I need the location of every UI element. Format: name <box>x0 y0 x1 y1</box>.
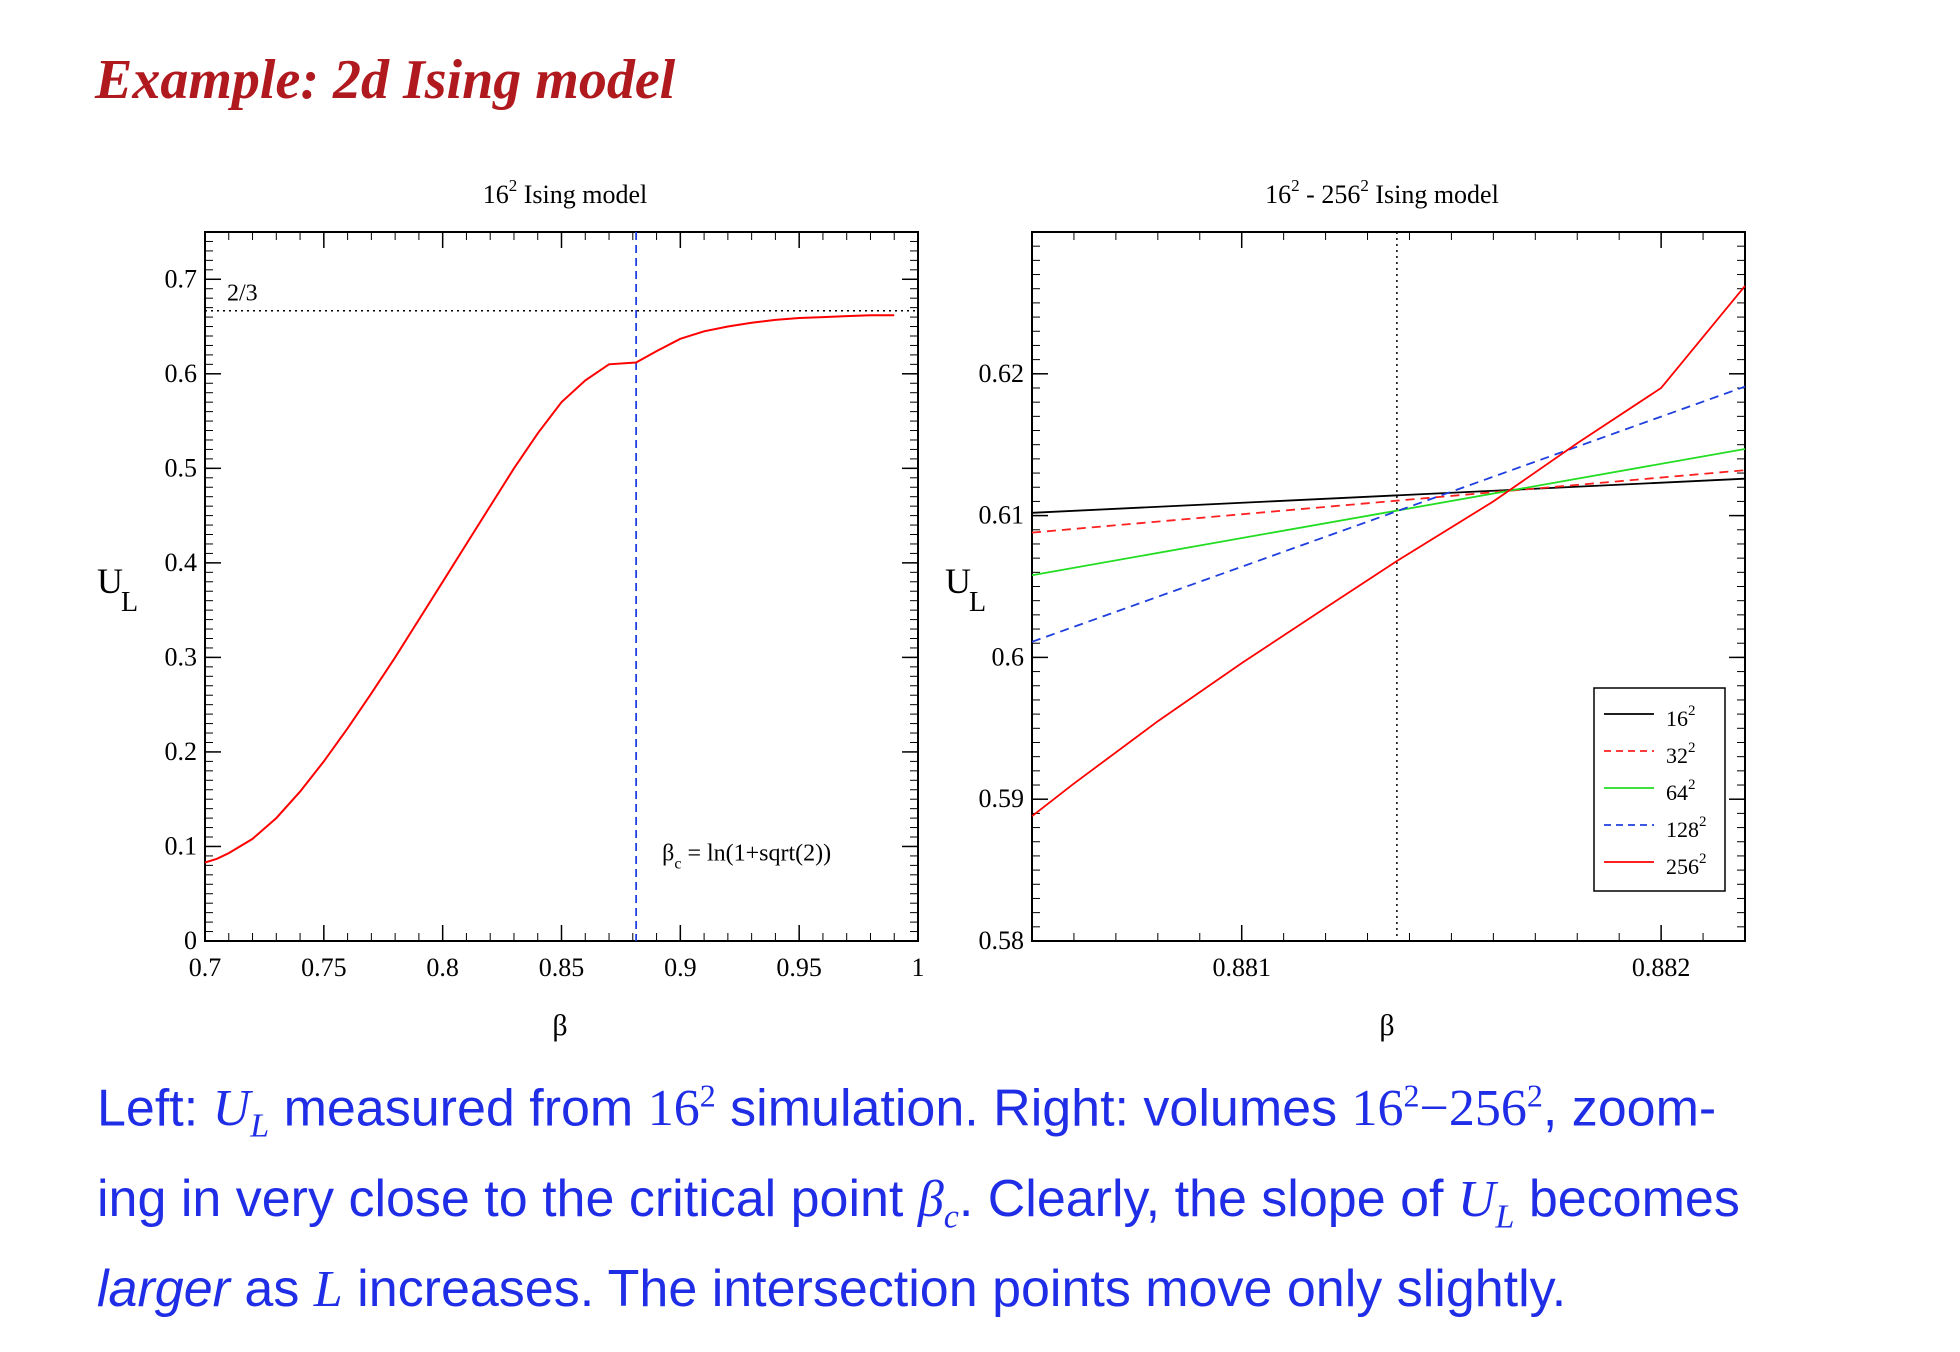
right-chart: 162 - 2562 Ising model 0.881 0.882 0.580.… <box>945 176 1746 1042</box>
left-ticks <box>204 231 919 942</box>
x-tick-label: 0.881 <box>1212 953 1271 982</box>
y-tick-label: 0.59 <box>979 784 1025 813</box>
x-tick-label: 0.7 <box>189 953 222 982</box>
left-x-axis-label: β <box>552 1009 567 1042</box>
series-line-32 <box>1031 469 1746 534</box>
right-x-axis-label: β <box>1379 1009 1394 1042</box>
x-tick-label: 0.85 <box>539 953 585 982</box>
ul-curve-16 <box>204 314 895 864</box>
y-tick-label: 0.61 <box>979 501 1025 530</box>
x-tick-label: 0.8 <box>426 953 459 982</box>
y-tick-label: 0.62 <box>979 359 1025 388</box>
legend-label: 642 <box>1666 777 1696 805</box>
series-line-64 <box>1031 448 1746 577</box>
y-tick-label: 0.7 <box>165 264 198 293</box>
legend-label: 2562 <box>1666 851 1707 879</box>
right-chart-title: 162 - 2562 Ising model <box>1265 176 1499 209</box>
x-tick-label: 0.95 <box>776 953 822 982</box>
left-plot-frame <box>204 231 919 942</box>
y-tick-label: 0.3 <box>165 642 198 671</box>
caption: Left: UL measured from 162 simulation. R… <box>97 1078 1740 1319</box>
beta-c-annotation: βc = ln(1+sqrt(2)) <box>662 841 831 873</box>
series-line-256 <box>1031 285 1746 817</box>
right-ticks <box>1031 231 1746 942</box>
y-tick-label: 0.6 <box>165 359 198 388</box>
left-y-tick-labels: 0 0.1 0.2 0.3 0.4 0.5 0.6 0.7 <box>165 264 198 955</box>
emphasis-larger: larger <box>97 1260 230 1319</box>
y-tick-label: 0.6 <box>992 642 1025 671</box>
series-line-128 <box>1031 385 1746 643</box>
left-chart-title: 162 Ising model <box>483 176 648 209</box>
two-thirds-label: 2/3 <box>227 281 258 307</box>
ul-symbol-2: UL <box>1457 1170 1515 1236</box>
y-tick-label: 0.5 <box>165 453 198 482</box>
legend-label: 322 <box>1666 740 1696 768</box>
right-x-tick-labels: 0.881 0.882 <box>1212 953 1690 982</box>
ul-symbol: UL <box>212 1080 270 1145</box>
legend: 162 322 642 1282 2562 <box>1593 687 1726 892</box>
beta-c-symbol: βc <box>917 1170 959 1236</box>
volume-range: 162−2562 <box>1351 1078 1543 1138</box>
legend-box <box>1593 687 1726 892</box>
sixteen-squared: 162 <box>647 1078 716 1138</box>
y-tick-label: 0.2 <box>165 737 198 766</box>
x-tick-label: 0.75 <box>301 953 347 982</box>
y-tick-label: 0.1 <box>165 831 198 860</box>
right-series <box>1031 285 1746 817</box>
y-tick-label: 0.4 <box>165 548 198 577</box>
right-y-tick-labels: 0.58 0.59 0.6 0.61 0.62 <box>979 359 1025 955</box>
legend-label: 162 <box>1666 703 1696 731</box>
slide-title: Example: 2d Ising model <box>95 49 676 111</box>
y-tick-label: 0 <box>184 926 197 955</box>
legend-label: 1282 <box>1666 814 1707 842</box>
left-chart: 162 Ising model 0.7 0.75 0.8 0.85 0.9 0.95 1 0… <box>97 176 925 1042</box>
y-tick-label: 0.58 <box>979 926 1025 955</box>
caption-text: Left: <box>97 1079 213 1138</box>
series-line-16 <box>1031 477 1746 514</box>
x-tick-label: 0.9 <box>664 953 697 982</box>
x-tick-label: 0.882 <box>1632 953 1691 982</box>
left-x-tick-labels: 0.7 0.75 0.8 0.85 0.9 0.95 1 <box>189 953 925 982</box>
l-symbol: L <box>313 1261 343 1319</box>
x-tick-label: 1 <box>912 953 925 982</box>
